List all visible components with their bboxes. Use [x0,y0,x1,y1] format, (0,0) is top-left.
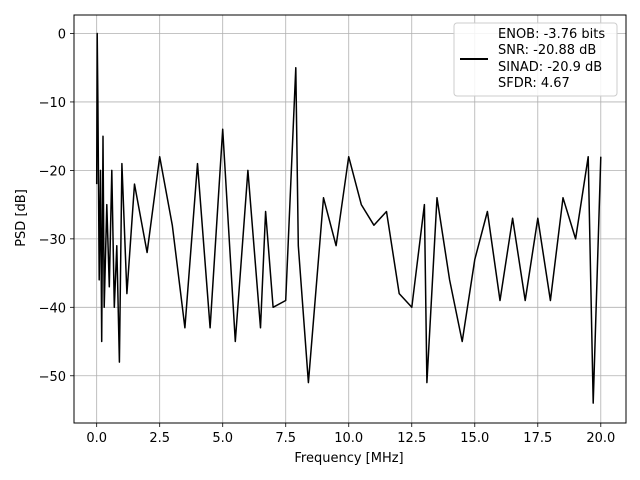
x-tick-label: 15.0 [460,431,489,446]
y-tick-label: −40 [39,301,66,316]
x-tick-label: 12.5 [397,431,426,446]
y-tick-label: −50 [39,370,66,385]
x-tick-label: 7.5 [275,431,296,446]
x-tick-label: 20.0 [586,431,615,446]
legend-snr: SNR: -20.88 dB [498,43,596,58]
y-tick-label: 0 [58,27,66,42]
x-tick-label: 0.0 [86,431,107,446]
y-axis-label: PSD [dB] [14,189,29,247]
y-tick-label: −30 [39,233,66,248]
y-tick-label: −20 [39,164,66,179]
legend: ENOB: -3.76 bits SNR: -20.88 dB SINAD: -… [453,22,618,97]
legend-box [453,22,618,97]
plot-area [95,32,602,404]
legend-sinad: SINAD: -20.9 dB [498,60,602,75]
x-tick-label: 10.0 [334,431,363,446]
y-axis-ticks: 0 −10 −20 −30 −40 −50 [39,27,74,385]
y-tick-label: −10 [39,96,66,111]
x-axis-label: Frequency [MHz] [294,451,403,466]
x-axis-ticks: 0.0 2.5 5.0 7.5 10.0 12.5 15.0 17.5 20.0 [86,423,615,446]
legend-enob: ENOB: -3.76 bits [498,27,605,42]
plot-frame [73,14,627,424]
x-tick-label: 2.5 [149,431,170,446]
psd-series-line [95,32,602,404]
legend-sfdr: SFDR: 4.67 [498,76,570,91]
x-tick-label: 5.0 [212,431,233,446]
x-tick-label: 17.5 [523,431,552,446]
